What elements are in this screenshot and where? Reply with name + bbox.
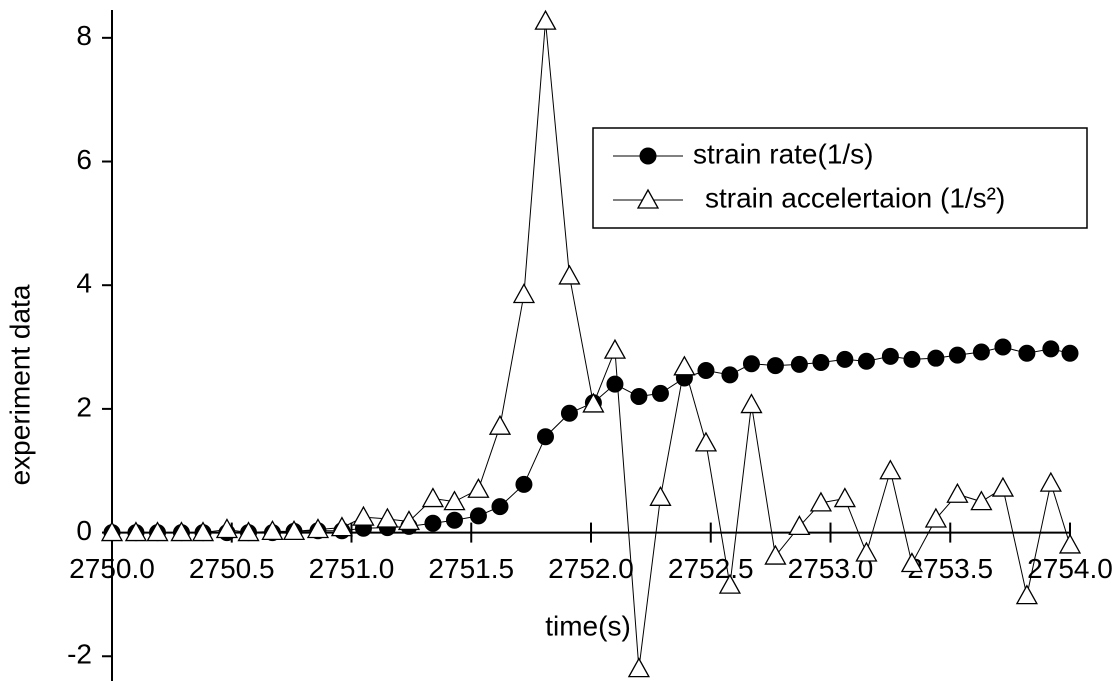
x-tick-label: 2754.0 bbox=[1027, 553, 1113, 584]
x-tick-label: 2752.5 bbox=[668, 553, 754, 584]
y-tick-label: 0 bbox=[76, 515, 92, 546]
y-tick-label: 6 bbox=[76, 144, 92, 175]
point bbox=[790, 355, 808, 373]
point bbox=[833, 487, 856, 508]
point bbox=[809, 491, 833, 512]
y-tick-label: 8 bbox=[76, 20, 92, 51]
point bbox=[1058, 533, 1082, 554]
point bbox=[1015, 584, 1038, 605]
point bbox=[972, 343, 990, 361]
y-tick-label: 4 bbox=[76, 268, 92, 299]
point bbox=[352, 505, 375, 526]
point bbox=[424, 514, 442, 532]
x-tick-label: 2750.5 bbox=[189, 553, 275, 584]
point bbox=[946, 482, 969, 503]
point bbox=[927, 349, 945, 367]
legend-label: strain accelertaion (1/s²) bbox=[705, 182, 1005, 213]
point bbox=[630, 388, 648, 406]
point bbox=[900, 552, 924, 573]
point bbox=[515, 475, 533, 493]
point bbox=[606, 375, 624, 393]
point bbox=[397, 510, 421, 531]
point bbox=[1018, 344, 1036, 362]
point bbox=[512, 283, 536, 304]
point bbox=[330, 516, 354, 537]
y-tick-label: -2 bbox=[67, 639, 92, 670]
point bbox=[697, 362, 715, 380]
point bbox=[582, 392, 605, 413]
point bbox=[558, 264, 581, 285]
point bbox=[469, 507, 487, 525]
point bbox=[1061, 344, 1079, 362]
series-line bbox=[112, 346, 1071, 534]
point bbox=[812, 354, 830, 372]
point bbox=[766, 357, 784, 375]
point bbox=[445, 511, 463, 529]
legend: strain rate(1/s) strain accelertaion (1/s… bbox=[592, 127, 1088, 229]
point bbox=[881, 347, 899, 365]
point bbox=[467, 477, 490, 498]
x-axis-label: time(s) bbox=[545, 610, 631, 641]
x-tick-label: 2750.0 bbox=[69, 553, 155, 584]
point bbox=[124, 521, 148, 542]
x-tick-label: 2753.5 bbox=[907, 553, 993, 584]
point bbox=[924, 507, 947, 528]
point bbox=[376, 507, 399, 528]
point bbox=[857, 352, 875, 370]
point bbox=[903, 350, 921, 368]
point bbox=[994, 338, 1012, 356]
x-tick-label: 2751.0 bbox=[309, 553, 395, 584]
point bbox=[100, 521, 124, 542]
legend-marker bbox=[636, 188, 660, 209]
point bbox=[282, 520, 306, 540]
point bbox=[443, 490, 466, 511]
point bbox=[627, 657, 651, 678]
point bbox=[1039, 471, 1062, 492]
point bbox=[491, 498, 509, 516]
point bbox=[836, 350, 854, 368]
point bbox=[764, 544, 787, 565]
point bbox=[948, 346, 966, 364]
point bbox=[534, 9, 557, 30]
point bbox=[261, 520, 284, 540]
point bbox=[991, 476, 1015, 497]
point bbox=[970, 490, 993, 511]
point bbox=[421, 487, 445, 508]
legend-box bbox=[592, 127, 1088, 229]
y-axis-label: experiment data bbox=[4, 284, 35, 485]
point bbox=[788, 515, 811, 536]
point bbox=[237, 521, 260, 542]
point bbox=[215, 518, 239, 539]
point bbox=[488, 414, 512, 435]
point bbox=[651, 384, 669, 402]
x-tick-label: 2752.0 bbox=[548, 553, 634, 584]
legend-marker bbox=[639, 147, 657, 165]
point bbox=[740, 393, 763, 414]
point bbox=[673, 355, 696, 376]
x-tick-label: 2751.5 bbox=[428, 553, 514, 584]
point bbox=[742, 355, 760, 373]
point bbox=[603, 338, 627, 359]
legend-label: strain rate(1/s) bbox=[693, 138, 874, 169]
point bbox=[306, 518, 330, 539]
point bbox=[855, 541, 878, 562]
point bbox=[146, 521, 169, 542]
y-tick-label: 2 bbox=[76, 391, 92, 422]
point bbox=[191, 521, 215, 542]
point bbox=[536, 428, 554, 446]
point bbox=[718, 573, 742, 594]
point bbox=[560, 404, 578, 422]
point bbox=[649, 485, 672, 506]
point bbox=[170, 521, 193, 542]
point bbox=[879, 459, 902, 480]
point bbox=[721, 366, 739, 384]
point bbox=[694, 431, 718, 452]
point bbox=[1042, 340, 1060, 358]
